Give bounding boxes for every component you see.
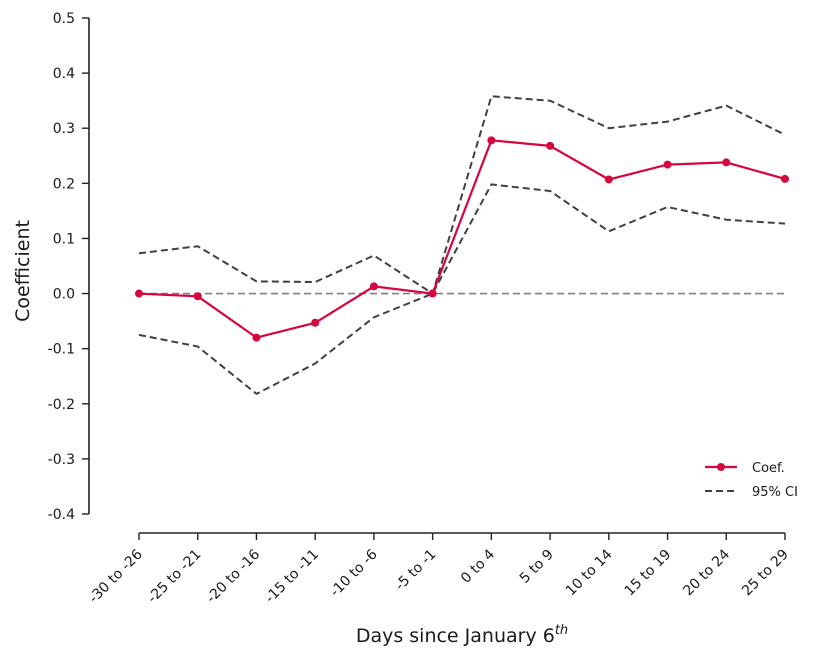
x-tick-label: -10 to -6 bbox=[327, 546, 381, 600]
x-tick-label: 0 to 4 bbox=[458, 546, 498, 586]
y-tick-label: 0.3 bbox=[53, 121, 75, 137]
y-tick-label: 0.1 bbox=[53, 231, 75, 247]
coef-data-point bbox=[193, 292, 202, 301]
y-tick-label: -0.1 bbox=[48, 342, 75, 358]
ci-upper-series-line bbox=[138, 95, 786, 295]
x-axis-title: Days since January 6th bbox=[356, 623, 568, 647]
x-tick-label: -20 to -16 bbox=[203, 546, 263, 606]
y-tick-label: 0.2 bbox=[53, 176, 75, 192]
y-tick-label: 0.5 bbox=[53, 11, 75, 27]
coef-series-line bbox=[138, 139, 786, 339]
y-tick-label: -0.3 bbox=[48, 452, 75, 468]
legend-coef-label: Coef. bbox=[752, 461, 785, 476]
coef-data-point bbox=[781, 174, 789, 183]
ci-lower-series-line bbox=[138, 183, 786, 395]
x-tick-label: -25 to -21 bbox=[145, 547, 205, 607]
x-axis-title-main: Days since January 6 bbox=[356, 625, 555, 647]
x-tick-label: 25 to 29 bbox=[739, 547, 792, 600]
x-tick-label: 15 to 19 bbox=[622, 547, 675, 600]
x-tick-label: -5 to -1 bbox=[392, 547, 439, 594]
coef-data-point bbox=[663, 160, 672, 169]
coef-data-point bbox=[311, 318, 320, 327]
x-axis-title-superscript: th bbox=[555, 623, 568, 638]
coef-data-point bbox=[369, 282, 378, 291]
x-tick-label: 5 to 9 bbox=[517, 547, 557, 587]
coef-data-point bbox=[428, 289, 437, 298]
y-axis: 0.5 0.4 0.3 0.2 0.1 0.0 -0.1 -0.2 -0.3 -0.4 bbox=[48, 11, 90, 523]
coef-data-point bbox=[487, 136, 496, 145]
y-tick-label: -0.2 bbox=[48, 397, 75, 413]
coef-data-point bbox=[722, 158, 731, 167]
coef-data-point bbox=[604, 175, 613, 184]
x-tick-label: 20 to 24 bbox=[680, 546, 733, 599]
x-tick-label: -30 to -26 bbox=[86, 546, 146, 606]
x-tick-label: -15 to -11 bbox=[262, 547, 322, 607]
coef-data-point bbox=[135, 289, 143, 298]
x-axis: -30 to -26-25 to -21-20 to -16-15 to -11… bbox=[86, 532, 792, 607]
y-axis-title: Coefficient bbox=[12, 220, 34, 322]
x-tick-label: 10 to 14 bbox=[563, 546, 616, 599]
coef-data-point bbox=[252, 333, 261, 342]
series-layer bbox=[135, 95, 789, 395]
y-tick-label: 0.4 bbox=[53, 66, 75, 82]
legend-coef-swatch-marker bbox=[717, 463, 725, 471]
y-tick-label: -0.4 bbox=[48, 507, 75, 523]
legend-ci-label: 95% CI bbox=[752, 485, 798, 500]
legend: Coef. 95% CI bbox=[705, 461, 798, 500]
coef-data-point bbox=[546, 141, 555, 150]
y-tick-label: 0.0 bbox=[53, 287, 75, 303]
